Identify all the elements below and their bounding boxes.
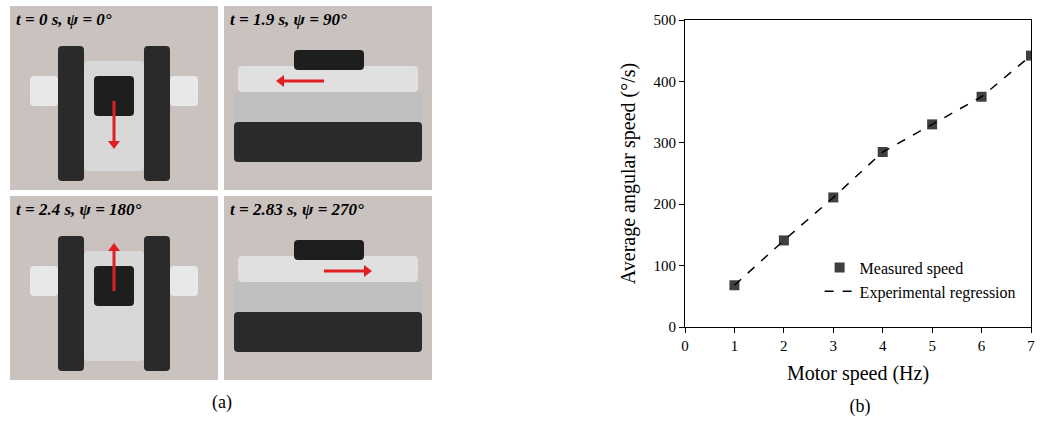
svg-text:5: 5: [928, 338, 936, 354]
svg-text:1: 1: [731, 338, 739, 354]
svg-text:300: 300: [654, 135, 677, 151]
svg-text:500: 500: [654, 12, 677, 28]
svg-text:Measured speed: Measured speed: [860, 260, 964, 278]
svg-text:2: 2: [780, 338, 788, 354]
svg-text:400: 400: [654, 74, 677, 90]
svg-text:Motor speed (Hz): Motor speed (Hz): [787, 362, 929, 385]
svg-text:0: 0: [681, 338, 689, 354]
html-text:t = 2.4 s, ψ = 180°: t = 2.4 s, ψ = 180°: [16, 200, 142, 219]
svg-text:6: 6: [978, 338, 986, 354]
svg-text:0: 0: [669, 319, 677, 335]
html-text:(a): (a): [212, 392, 232, 412]
html-text:(b): (b): [849, 396, 871, 416]
svg-text:Experimental regression: Experimental regression: [860, 284, 1016, 302]
svg-text:200: 200: [654, 196, 677, 212]
svg-text:Average angular speed (°/s): Average angular speed (°/s): [617, 63, 640, 284]
html-text:t = 2.83 s, ψ = 270°: t = 2.83 s, ψ = 270°: [230, 200, 364, 219]
html-text:t = 1.9 s, ψ = 90°: t = 1.9 s, ψ = 90°: [230, 10, 347, 29]
svg-text:4: 4: [879, 338, 887, 354]
svg-text:7: 7: [1027, 338, 1035, 354]
svg-text:3: 3: [830, 338, 838, 354]
html-text:t = 0 s, ψ = 0°: t = 0 s, ψ = 0°: [16, 10, 112, 29]
svg-text:100: 100: [654, 258, 677, 274]
